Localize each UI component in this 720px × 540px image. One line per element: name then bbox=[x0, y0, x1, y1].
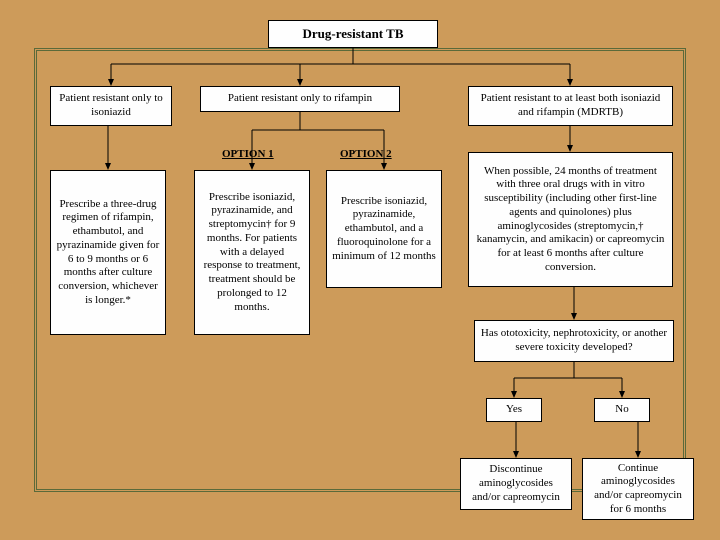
branch-rifampin-only: Patient resistant only to rifampin bbox=[200, 86, 400, 112]
option2-label: OPTION 2 bbox=[340, 148, 392, 160]
outcome-discontinue: Discontinue aminoglycosides and/or capre… bbox=[460, 458, 572, 510]
flowchart: Drug-resistant TB Patient resistant only… bbox=[0, 0, 720, 540]
title-box: Drug-resistant TB bbox=[268, 20, 438, 48]
branch-mdrtb: Patient resistant to at least both isoni… bbox=[468, 86, 673, 126]
tx-isoniazid: Prescribe a three-drug regimen of rifamp… bbox=[50, 170, 166, 335]
tx-mdrtb: When possible, 24 months of treatment wi… bbox=[468, 152, 673, 287]
branch-isoniazid-only: Patient resistant only to isoniazid bbox=[50, 86, 172, 126]
option1-label: OPTION 1 bbox=[222, 148, 274, 160]
tx-option1: Prescribe isoniazid, pyrazinamide, and s… bbox=[194, 170, 310, 335]
answer-yes: Yes bbox=[486, 398, 542, 422]
outcome-continue: Continue aminoglycosides and/or capreomy… bbox=[582, 458, 694, 520]
answer-no: No bbox=[594, 398, 650, 422]
toxicity-question: Has ototoxicity, nephrotoxicity, or anot… bbox=[474, 320, 674, 362]
tx-option2: Prescribe isoniazid, pyrazinamide, etham… bbox=[326, 170, 442, 288]
